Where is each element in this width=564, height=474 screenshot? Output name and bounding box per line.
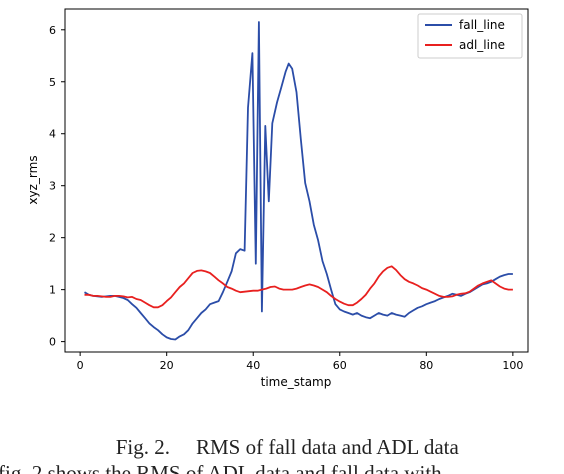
legend: fall_line adl_line — [417, 13, 523, 59]
x-tick-label: 0 — [77, 359, 84, 372]
series-line-adl-line — [84, 265, 513, 309]
figure-caption-label: Fig. 2. — [115, 435, 170, 459]
x-tick-label: 40 — [246, 359, 260, 372]
y-tick-label: 1 — [49, 284, 56, 297]
y-tick-label: 3 — [49, 180, 56, 193]
x-tick-label: 20 — [160, 359, 174, 372]
y-axis-label: xyz_rms — [26, 155, 40, 204]
y-tick-label: 0 — [49, 336, 56, 349]
figure-caption-text: RMS of fall data and ADL data — [195, 435, 459, 459]
plot-area — [64, 8, 529, 353]
y-tick-label: 6 — [49, 24, 56, 37]
legend-label-adl-line: adl_line — [459, 38, 505, 52]
figure-caption: Fig. 2. RMS of fall data and ADL data — [0, 410, 564, 460]
y-tick-label: 2 — [49, 232, 56, 245]
body-text: fig. 2 shows the RMS of ADL data and fal… — [0, 461, 442, 474]
x-tick-label: 100 — [502, 359, 523, 372]
y-tick-label: 5 — [49, 76, 56, 89]
y-tick-label: 4 — [49, 128, 56, 141]
body-text-fragment: fig. 2 shows the RMS of ADL data and fal… — [0, 456, 564, 474]
series-line-fall-line — [84, 21, 513, 341]
x-tick-label: 60 — [333, 359, 347, 372]
x-tick-label: 80 — [419, 359, 433, 372]
legend-label-fall-line: fall_line — [459, 18, 505, 32]
x-axis-label: time_stamp — [261, 375, 332, 389]
